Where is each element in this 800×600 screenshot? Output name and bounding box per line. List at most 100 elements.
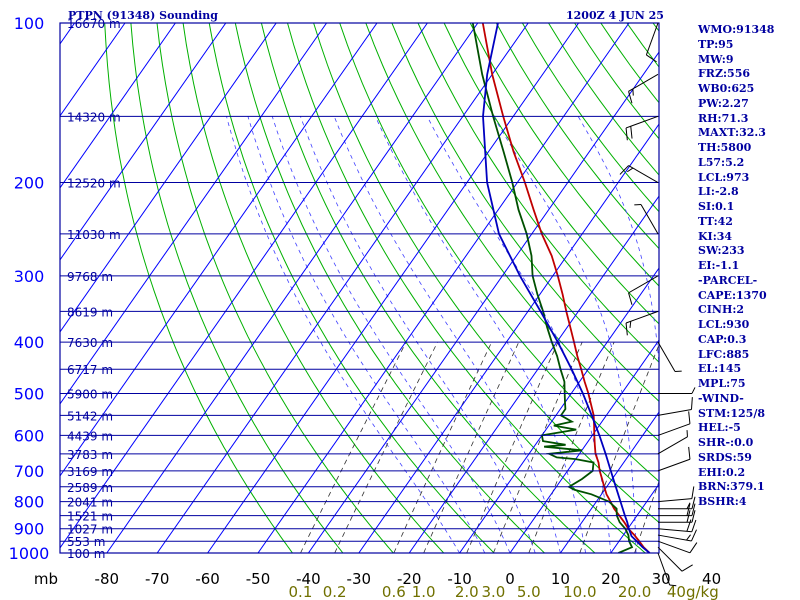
height-label: 6717 m	[67, 363, 113, 377]
isotherm	[559, 411, 659, 553]
height-label: 5900 m	[67, 387, 113, 401]
temperature-tick-label: 40	[702, 570, 721, 588]
wind-barb	[657, 552, 677, 587]
wind-barb-flag	[627, 167, 634, 173]
dry-adiabat	[339, 23, 659, 483]
wind-barb-staff	[657, 436, 688, 455]
wind-barb-staff	[657, 458, 691, 472]
wind-barb	[645, 22, 659, 63]
temperature-tick-label: -80	[95, 570, 120, 588]
pressure-tick-label: 900	[14, 520, 45, 539]
wind-barb	[628, 73, 659, 104]
wind-barb-flag	[686, 510, 691, 523]
height-label: 4439 m	[67, 429, 113, 443]
height-label: 2041 m	[67, 496, 113, 510]
wind-barbs	[619, 22, 698, 587]
sounding-index: LI:-2.8	[698, 185, 739, 199]
wind-barb	[658, 510, 696, 523]
sounding-index: WB0:625	[698, 82, 755, 95]
sounding-index: WMO:91348	[698, 23, 775, 36]
wind-barb	[625, 115, 659, 141]
sounding-index: -PARCEL-	[698, 273, 758, 287]
wind-barb	[657, 341, 682, 373]
wind-barb-staff	[625, 115, 659, 129]
temperature-tick-label: -50	[246, 570, 271, 588]
moist-adiabat	[577, 116, 659, 370]
wind-barb-flag	[691, 503, 696, 516]
isotherm	[60, 23, 227, 261]
temperature-tick-label: -10	[447, 570, 472, 588]
mixing-ratio-line	[393, 341, 493, 553]
isotherm	[408, 195, 659, 553]
mixing-ratio-line	[334, 341, 438, 553]
temperature-tick-label: -60	[195, 570, 220, 588]
wind-barb-staff	[657, 546, 683, 572]
moist-adiabat	[426, 116, 612, 553]
sounding-index: RH:71.3	[698, 111, 749, 125]
wind-barb-flag	[689, 542, 698, 554]
height-label: 9768 m	[67, 270, 113, 284]
sounding-index: BSHR:4	[698, 495, 747, 508]
mixing-ratio-label: 3.0	[482, 583, 506, 600]
wind-barb-staff	[657, 408, 692, 416]
wind-barb	[657, 411, 691, 436]
isotherm	[207, 23, 580, 553]
height-label: 8619 m	[67, 305, 113, 319]
height-label: 1027 m	[67, 523, 113, 537]
isotherm	[156, 23, 529, 553]
mixing-ratio-line	[528, 341, 615, 553]
dry-adiabat	[287, 23, 646, 553]
wind-barb-flag	[691, 486, 695, 499]
sounding-index: EI:-1.1	[698, 259, 740, 272]
wind-barb-staff	[657, 498, 692, 503]
mixing-ratio-label: 20.0	[618, 583, 651, 600]
sounding-index: MW:9	[698, 52, 734, 66]
mixing-ratio-label: 5.0	[517, 583, 541, 600]
sounding-index: CAP:0.3	[698, 332, 747, 346]
sounding-profiles	[471, 23, 651, 553]
wind-barb-flag	[686, 519, 692, 532]
isotherm	[60, 23, 328, 405]
sounding-index: SRDS:59	[698, 450, 752, 464]
height-label: 5142 m	[67, 409, 113, 423]
wind-barb-staff	[640, 204, 659, 235]
mixing-ratio-line	[300, 341, 407, 553]
station-title: PTPN (91348) Sounding	[68, 9, 218, 22]
pressure-tick-label: 300	[14, 267, 45, 286]
wind-barb	[658, 503, 696, 517]
height-label: 3169 m	[67, 465, 113, 479]
wind-barb-staff	[657, 540, 691, 554]
height-label: 1521 m	[67, 510, 113, 524]
height-label: 14320 m	[67, 110, 121, 124]
wind-barb-flag	[619, 165, 629, 175]
wind-barb	[657, 397, 693, 416]
wind-barb-staff	[657, 552, 671, 586]
isotherm	[60, 23, 126, 117]
dewpoint-profile	[471, 23, 634, 553]
mixing-ratio-label: 2.0	[455, 583, 479, 600]
height-label: 3783 m	[67, 448, 113, 462]
wind-barb-flag	[691, 519, 697, 532]
wind-barb	[657, 486, 695, 503]
wind-barb	[625, 310, 659, 336]
dry-adiabat	[208, 23, 495, 553]
mixing-ratio-label: 0.2	[323, 583, 347, 600]
mixing-ratio-label: 40g/kg	[667, 583, 719, 600]
wind-barb-flag	[691, 496, 696, 509]
sounding-index: -WIND-	[698, 391, 744, 405]
isotherm	[106, 23, 479, 553]
pressure-tick-label: 200	[14, 174, 45, 193]
temperature-tick-label: -70	[145, 570, 170, 588]
moist-adiabat	[375, 116, 586, 553]
wind-barb-staff	[657, 534, 692, 542]
wind-barb-staff	[628, 275, 659, 294]
temperature-tick-label: -30	[347, 570, 372, 588]
moist-adiabat	[226, 116, 460, 553]
moist-adiabat	[493, 116, 637, 553]
wind-barb-flag	[690, 397, 693, 410]
moist-adiabat	[300, 116, 536, 553]
wind-barb-staff	[657, 528, 692, 533]
sounding-index: FRZ:556	[698, 67, 751, 81]
mixing-ratio-line	[423, 341, 520, 553]
